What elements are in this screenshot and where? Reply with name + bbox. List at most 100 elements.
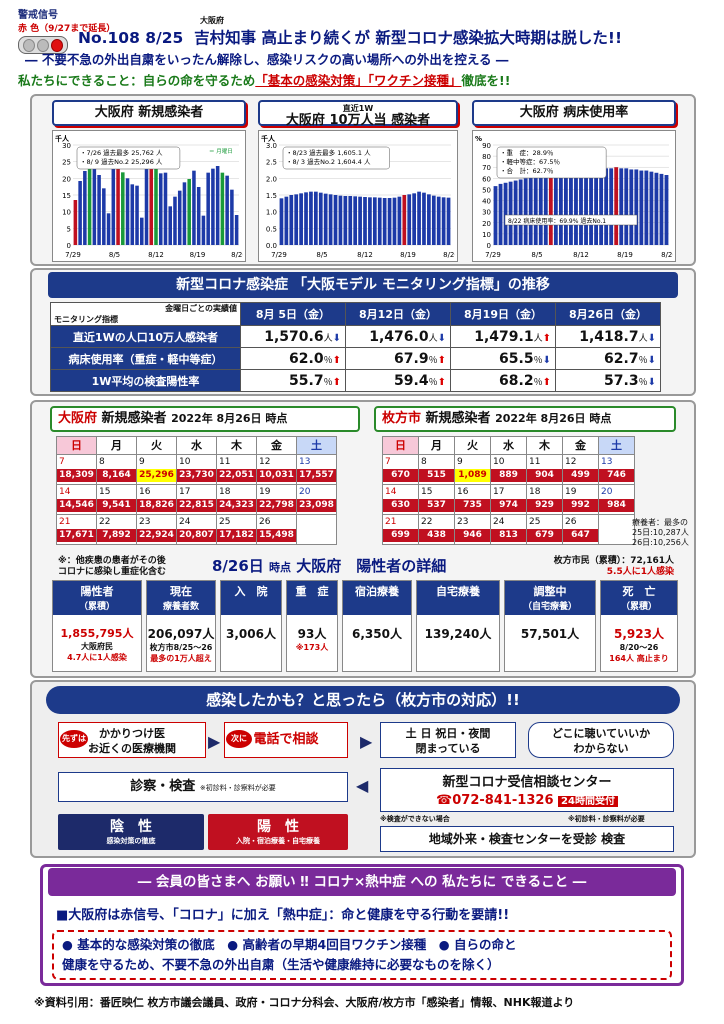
chart3-svg: %90 80 70 60 50 40 30 20 10 07/29 8/5 8/12 8/19 8/26 ・… — [475, 135, 677, 259]
cal-date: 12 — [565, 457, 577, 467]
monitoring-col-header: 8月 5日（金） — [240, 302, 346, 326]
detail-sub-text: （自宅療養） — [522, 602, 577, 612]
cal-cell: 11 22,051 — [216, 454, 257, 485]
detail-head-text: 死 亡 — [622, 585, 656, 598]
detail-note2: コロナに感染し重症化含む — [58, 567, 167, 577]
detail-value: 93人 — [297, 627, 327, 641]
cal-date: 18 — [219, 487, 231, 497]
cal-value: 992 — [563, 499, 598, 512]
detail-sub-text: （累積） — [620, 602, 657, 612]
monitoring-cell: 55.7％⬆ — [240, 369, 346, 392]
note-text: ・軽中等症：67.5％ — [500, 157, 560, 166]
clinic-line2: お近くの医療機関 — [88, 742, 176, 755]
chart-note: ・重 症：28.9％・軽中等症：67.5％・合 計：62.7％ — [496, 146, 607, 179]
cal-day-header: 水 — [176, 436, 217, 455]
negative-sub: 感染対策の徹底 — [106, 837, 156, 845]
bar — [664, 175, 669, 245]
detail-note-2: 164人 高止まり — [609, 654, 669, 663]
cal-value: 18,309 — [57, 469, 96, 482]
tel-number[interactable]: ☎072-841-1326 — [436, 793, 554, 808]
bar — [614, 167, 619, 245]
issue-number: No.108 8/25 — [78, 29, 184, 47]
cal-date: 8 — [421, 457, 427, 467]
chart2-title-text: 大阪府 10万人当 感染者 — [285, 113, 431, 128]
chart-note: ・8/23 過去最多 1,605.1 人・8/ 3 過去No.2 1,604.4… — [282, 146, 390, 170]
y-tick-label: 10 — [62, 209, 71, 217]
cal2-title2: 新規感染者 — [425, 411, 491, 426]
bar — [368, 197, 372, 245]
subheadline: ― 不要不急の外出自粛をいったん解除し、感染リスクの高い場所への外出を控える ― — [25, 52, 509, 67]
detail-value: 206,097人 — [147, 627, 215, 641]
detail-sub-text: （累積） — [78, 602, 115, 612]
monitoring-cell: 1,570.6人⬇ — [240, 325, 346, 348]
cal-cell: 16 735 — [454, 484, 491, 515]
next-badge: 次に — [226, 730, 252, 748]
monitoring-value: 62.0 — [289, 350, 324, 367]
negative-label: 陰 性 — [110, 819, 152, 835]
holiday-line2: 閉まっている — [415, 742, 481, 755]
cal-value: 670 — [383, 469, 418, 482]
monitoring-value: 68.2 — [499, 372, 534, 389]
x-tick-label: 7/29 — [485, 251, 501, 259]
detail-title: 8/26日 時点 大阪府 陽性者の詳細 — [212, 555, 446, 576]
y-unit: % — [475, 135, 482, 143]
cal-cell: 18 24,323 — [216, 484, 257, 515]
detail-mid: 時点 — [269, 561, 292, 574]
y-tick-label: 5 — [67, 225, 71, 233]
bar — [619, 168, 624, 245]
cal-date: 12 — [259, 457, 271, 467]
chart-panel-new-cases: 大阪府 新規感染者 千人 30 25 20 15 10 5 0 7/29 8/5 8/12 8/19 8… — [52, 100, 247, 262]
bar — [639, 170, 644, 245]
bar — [294, 194, 299, 245]
request-bullets: ● 基本的な感染対策の徹底 ● 高齢者の早期4回目ワクチン接種 ● 自らの命と … — [52, 930, 672, 980]
bar — [289, 195, 294, 245]
cal2-header: 枚方市 新規感染者 2022年 8月26日 時点 — [374, 406, 676, 432]
arrow-up-icon: ⬆ — [437, 376, 446, 388]
monitoring-value: 65.5 — [499, 350, 534, 367]
x-tick-label: 8/12 — [148, 251, 164, 259]
bar — [407, 194, 412, 245]
x-tick-label: 7/29 — [65, 251, 81, 259]
detail-box-head: 陽性者 （累積） — [53, 581, 141, 615]
bar — [284, 196, 289, 245]
chart-panel-per100k: 直近1W 大阪府 10万人当 感染者 千人 3.0 2.5 2.0 1.5 1.0 0.5 0… — [258, 100, 459, 262]
cal-cell: 26 647 — [562, 514, 599, 545]
cal-value: 929 — [527, 499, 562, 512]
monitoring-value: 1,418.7 — [579, 328, 639, 345]
cal-date: 9 — [139, 457, 145, 467]
bar — [523, 178, 528, 245]
center-tel[interactable]: ☎072-841-1326 24時間受付 — [381, 792, 673, 808]
bar — [158, 173, 163, 245]
bullet4: 健康を守るため、不要不急の外出自粛（生活や健康維持に必要なものを除く） — [62, 957, 500, 972]
bar — [493, 186, 498, 245]
signal-sub: 赤 色（9/27まで延長） — [18, 24, 116, 34]
cal-value: 24,323 — [217, 499, 256, 512]
cal-cell: 24 20,807 — [176, 514, 217, 545]
monitoring-value: 67.9 — [394, 350, 429, 367]
bar — [168, 206, 172, 245]
bar — [412, 193, 416, 245]
bar — [363, 197, 367, 245]
cal-date: 8 — [99, 457, 105, 467]
bar — [599, 168, 604, 245]
bar — [528, 177, 533, 245]
positive-sub: 入院・宿泊療養・自宅療養 — [236, 837, 320, 845]
arrow-down-icon: ⬇ — [332, 332, 341, 344]
cal-cell: 13 17,557 — [296, 454, 337, 485]
cal-value: 9,541 — [97, 499, 136, 512]
cal-cell: 9 25,296 — [136, 454, 177, 485]
center-box: 新型コロナ受信相談センター ☎072-841-1326 24時間受付 — [380, 768, 674, 812]
monitoring-value: 1,570.6 — [264, 328, 324, 345]
monitoring-unit: 人 — [323, 333, 333, 344]
bar — [192, 170, 196, 245]
cal-cell — [598, 514, 635, 545]
first-badge: 先ずは — [60, 730, 88, 748]
cal-cell: 7 670 — [382, 454, 419, 485]
monitoring-value: 62.7 — [604, 350, 639, 367]
detail-right: 枚方市民（累積）：72,161人 5.5人に1人感染 — [534, 556, 674, 578]
cal-cell: 19 22,798 — [256, 484, 297, 515]
bar — [654, 172, 659, 245]
bar — [73, 200, 78, 245]
cal-cell: 24 813 — [490, 514, 527, 545]
cal-value: 699 — [383, 529, 418, 542]
